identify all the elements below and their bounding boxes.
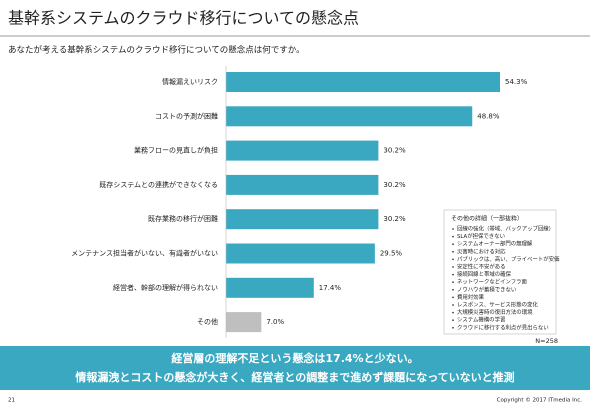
value-label: 30.2% bbox=[383, 215, 406, 223]
value-label: 30.2% bbox=[383, 147, 406, 155]
bullet bbox=[452, 243, 454, 246]
category-label: 既存システムとの連携ができなくなる bbox=[99, 180, 218, 189]
note-item: システム機構の学習 bbox=[457, 316, 505, 324]
bullet bbox=[452, 228, 454, 230]
bar bbox=[226, 312, 262, 333]
bullet bbox=[452, 235, 454, 238]
note-item: パブリックは、高い、プライベートが安価 bbox=[457, 255, 560, 263]
value-label: 48.8% bbox=[477, 112, 500, 120]
category-label: 情報漏えいリスク bbox=[162, 77, 218, 86]
category-label: 既存業務の移行が困難 bbox=[148, 214, 218, 223]
bullet bbox=[452, 250, 454, 253]
bullet bbox=[452, 258, 454, 261]
bullet bbox=[452, 311, 454, 314]
bullet bbox=[452, 288, 454, 291]
category-label: メンテナンス担当者がいない、有識者がいない bbox=[71, 249, 218, 258]
bullet bbox=[452, 326, 454, 329]
note-item: 回線の強化（帯域、バックアップ回線） bbox=[457, 225, 554, 233]
copyright: Copyright © 2017 ITmedia Inc. bbox=[497, 397, 583, 404]
note-item: クラウドに移行する利点が見出らない bbox=[457, 323, 549, 331]
note-item: レスポンス、サービス形態の変化 bbox=[457, 301, 538, 309]
sample-size: N=258 bbox=[535, 337, 558, 345]
category-label: 経営者、幹部の理解が得られない bbox=[113, 283, 218, 292]
note-box bbox=[443, 209, 557, 335]
note-item: 安定性に不安がある bbox=[457, 263, 506, 271]
bar bbox=[226, 140, 379, 161]
bullet bbox=[452, 296, 454, 299]
note-item: 大規模災害時の復旧方法の環境 bbox=[457, 308, 533, 316]
note-item: システムオーナー部門の無理解 bbox=[457, 240, 533, 248]
bar bbox=[226, 174, 379, 195]
category-label: その他 bbox=[197, 317, 218, 326]
value-label: 17.4% bbox=[319, 284, 342, 292]
bullet bbox=[452, 319, 454, 322]
note-item: ネットワークなどインフラ面 bbox=[457, 278, 528, 286]
banner-line: 経営層の理解不足という懸念は17.4%と少ない。 bbox=[171, 351, 418, 365]
note-title: その他の詳細（一部抜粋） bbox=[451, 215, 523, 223]
subtitle: あなたが考える基幹系システムのクラウド移行についての懸念点は何ですか。 bbox=[8, 45, 305, 56]
bullet bbox=[452, 266, 454, 268]
note-item: ノウハウが蓄積できない bbox=[457, 285, 516, 293]
bar bbox=[226, 72, 500, 92]
value-label: 29.5% bbox=[380, 250, 403, 258]
bar bbox=[226, 209, 379, 230]
value-label: 30.2% bbox=[383, 181, 406, 189]
bullet bbox=[452, 304, 454, 306]
page-number: 21 bbox=[8, 398, 15, 404]
title: 基幹系システムのクラウド移行についての懸念点 bbox=[8, 9, 359, 28]
bar bbox=[226, 277, 314, 298]
category-label: 業務フローの見直しが負担 bbox=[134, 146, 218, 155]
value-label: 54.3% bbox=[505, 78, 528, 86]
banner bbox=[0, 346, 590, 390]
note-item: 災害時における対応 bbox=[457, 247, 506, 255]
note-item: 費用対効果 bbox=[457, 293, 485, 301]
bullet bbox=[452, 281, 454, 284]
category-label: コストの予測が困難 bbox=[155, 111, 218, 120]
value-label: 7.0% bbox=[266, 318, 284, 326]
note-item: 接続回線と帯域の確保 bbox=[457, 270, 512, 278]
note-item: SLAが担保できない bbox=[457, 232, 505, 240]
bar bbox=[226, 106, 473, 127]
bullet bbox=[452, 273, 454, 276]
banner-line: 情報漏洩とコストの懸念が大きく、経営者との調整まで進めず課題になっていないと推測 bbox=[75, 370, 514, 384]
bar bbox=[226, 243, 375, 264]
